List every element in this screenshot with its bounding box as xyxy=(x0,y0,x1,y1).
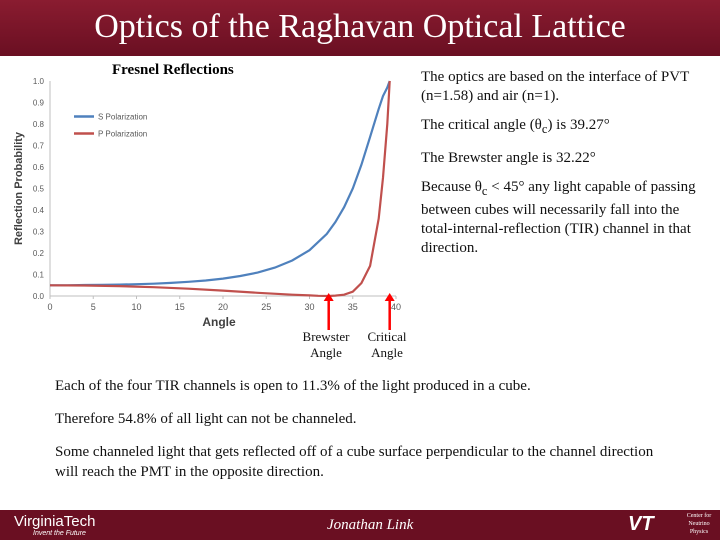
y-tick-label: 0.5 xyxy=(33,185,45,194)
slide-title: Optics of the Raghavan Optical Lattice xyxy=(94,8,626,45)
vt-mark-logo: VT xyxy=(628,513,654,535)
author-name: Jonathan Link xyxy=(327,517,414,533)
title-bar xyxy=(0,0,720,56)
x-tick-label: 25 xyxy=(261,302,271,312)
x-axis-label: Angle xyxy=(202,315,236,329)
tir-channel-text: Because θc < 45° any light capable of pa… xyxy=(421,179,696,256)
y-tick-label: 0.6 xyxy=(33,163,45,172)
brewster-angle-text: The Brewster angle is 32.22° xyxy=(421,150,596,166)
y-tick-label: 0.2 xyxy=(33,249,45,258)
series-line-p-polarization xyxy=(49,80,391,298)
x-tick-label: 0 xyxy=(47,302,52,312)
y-tick-label: 0.7 xyxy=(33,142,45,151)
y-tick-label: 0.1 xyxy=(33,271,45,280)
marker-arrow-head-brewster xyxy=(323,293,334,301)
bottom-text-block: Each of the four TIR channels is open to… xyxy=(55,376,655,495)
y-tick-label: 1.0 xyxy=(33,77,45,86)
y-tick-label: 0.0 xyxy=(33,292,45,301)
legend-label: S Polarization xyxy=(98,112,147,121)
y-tick-label: 0.9 xyxy=(33,99,45,108)
center-neutrino-physics-logo: Center for Neutrino Physics xyxy=(686,513,712,535)
reflected-light-text: Some channeled light that gets reflected… xyxy=(55,444,654,480)
chart-title: Fresnel Reflections xyxy=(112,62,234,78)
marker-arrow-head-critical xyxy=(384,293,395,301)
x-tick-label: 30 xyxy=(304,302,314,312)
chart-svg: 0.0 0.1 0.2 0.3 0.4 0.5 0.6 0.7 0.8 0.9 1.0 0 5 10 15 2… xyxy=(13,77,401,330)
optics-interface-text: The optics are based on the interface of… xyxy=(421,69,689,104)
x-tick-label: 40 xyxy=(391,302,401,312)
series-line-s-polarization xyxy=(50,80,391,287)
y-axis-label: Reflection Probability xyxy=(13,131,25,245)
y-tick-label: 0.4 xyxy=(33,206,45,215)
x-tick-label: 20 xyxy=(218,302,228,312)
right-text-block: The optics are based on the interface of… xyxy=(421,68,713,268)
legend-label: P Polarization xyxy=(98,129,147,138)
x-tick-label: 35 xyxy=(348,302,358,312)
x-tick-label: 15 xyxy=(175,302,185,312)
virginia-tech-logo: VirginiaTech xyxy=(14,513,96,530)
brewster-angle-label: Brewster Angle xyxy=(302,329,350,360)
x-tick-label: 10 xyxy=(131,302,141,312)
fresnel-chart: 0.0 0.1 0.2 0.3 0.4 0.5 0.6 0.7 0.8 0.9 1.0 0 5 10 15 2… xyxy=(8,60,408,335)
footer-bar xyxy=(0,510,720,540)
y-tick-label: 0.3 xyxy=(33,228,45,237)
y-tick-label: 0.8 xyxy=(33,120,45,129)
critical-angle-label: Critical Angle xyxy=(367,329,407,360)
unchanneled-text: Therefore 54.8% of all light can not be … xyxy=(55,411,357,427)
tir-open-text: Each of the four TIR channels is open to… xyxy=(55,378,531,394)
critical-angle-text: The critical angle (θc) is 39.27° xyxy=(421,117,610,136)
virginia-tech-tagline: Invent the Future xyxy=(33,530,86,537)
x-tick-label: 5 xyxy=(91,302,96,312)
